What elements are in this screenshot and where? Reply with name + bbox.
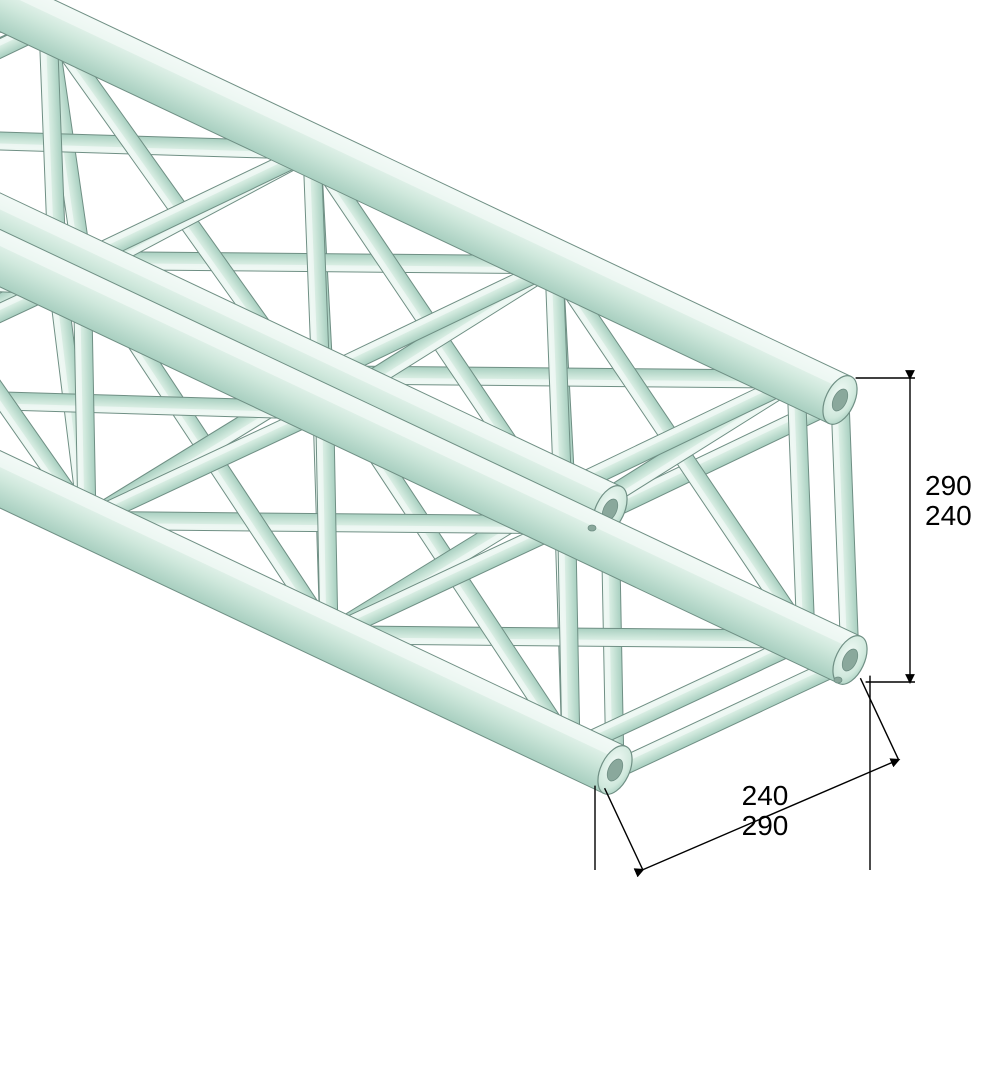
dim-vertical-outer-label: 290 — [925, 470, 972, 501]
dim-vertical-inner-label: 240 — [925, 500, 972, 531]
dim-horizontal-inner-label: 240 — [742, 780, 789, 811]
truss-diagram: 290 240 240 290 — [0, 0, 1000, 1080]
truss-render — [0, 0, 874, 800]
dim-horizontal-outer-label: 290 — [742, 810, 789, 841]
